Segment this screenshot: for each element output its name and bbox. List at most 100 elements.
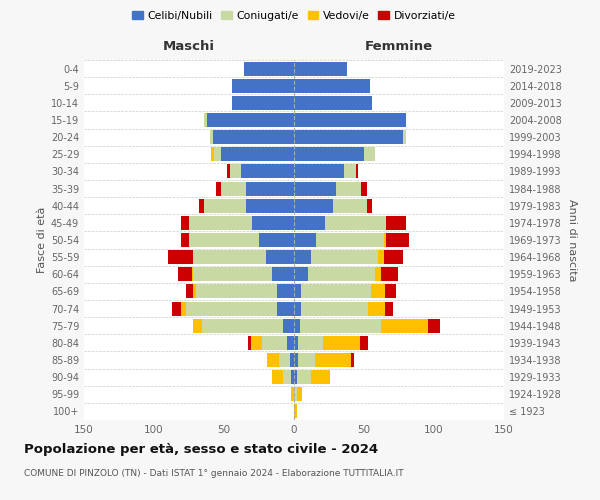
Y-axis label: Anni di nascita: Anni di nascita: [567, 198, 577, 281]
Bar: [210, 130, 213, 144]
Bar: [186, 302, 277, 316]
Bar: [232, 96, 294, 110]
Bar: [298, 353, 315, 367]
Bar: [333, 198, 367, 212]
Bar: [297, 370, 311, 384]
Bar: [215, 182, 221, 196]
Bar: [294, 353, 298, 367]
Bar: [383, 250, 403, 264]
Bar: [323, 336, 360, 350]
Bar: [199, 198, 205, 212]
Bar: [247, 182, 294, 196]
Bar: [172, 302, 181, 316]
Bar: [403, 130, 406, 144]
Text: Femmine: Femmine: [365, 40, 433, 53]
Bar: [189, 233, 259, 247]
Bar: [294, 233, 316, 247]
Bar: [248, 336, 251, 350]
Bar: [272, 370, 283, 384]
Bar: [315, 353, 352, 367]
Bar: [375, 268, 381, 281]
Bar: [294, 182, 336, 196]
Bar: [294, 336, 298, 350]
Bar: [205, 198, 247, 212]
Bar: [205, 113, 207, 127]
Bar: [298, 336, 323, 350]
Bar: [189, 216, 252, 230]
Bar: [213, 130, 294, 144]
Bar: [360, 336, 368, 350]
Bar: [186, 284, 193, 298]
Bar: [428, 318, 440, 332]
Bar: [268, 353, 278, 367]
Bar: [344, 164, 356, 178]
Bar: [192, 268, 193, 281]
Bar: [383, 233, 386, 247]
Bar: [294, 130, 403, 144]
Bar: [193, 318, 202, 332]
Bar: [301, 284, 371, 298]
Bar: [294, 388, 297, 402]
Bar: [181, 302, 186, 316]
Bar: [193, 250, 266, 264]
Bar: [386, 216, 406, 230]
Bar: [311, 250, 378, 264]
Bar: [367, 198, 373, 212]
Bar: [325, 216, 386, 230]
Bar: [287, 336, 294, 350]
Bar: [272, 268, 294, 281]
Bar: [262, 336, 287, 350]
Bar: [291, 370, 294, 384]
Bar: [299, 318, 381, 332]
Bar: [196, 284, 277, 298]
Bar: [259, 233, 294, 247]
Bar: [294, 78, 370, 92]
Bar: [294, 62, 347, 76]
Bar: [364, 148, 375, 162]
Text: Maschi: Maschi: [163, 40, 215, 53]
Y-axis label: Fasce di età: Fasce di età: [37, 207, 47, 273]
Bar: [361, 182, 367, 196]
Bar: [193, 284, 196, 298]
Bar: [214, 148, 221, 162]
Bar: [378, 250, 383, 264]
Bar: [385, 302, 394, 316]
Bar: [277, 302, 294, 316]
Bar: [356, 164, 358, 178]
Bar: [232, 78, 294, 92]
Text: COMUNE DI PINZOLO (TN) - Dati ISTAT 1° gennaio 2024 - Elaborazione TUTTITALIA.IT: COMUNE DI PINZOLO (TN) - Dati ISTAT 1° g…: [24, 469, 404, 478]
Bar: [294, 148, 364, 162]
Bar: [294, 113, 406, 127]
Bar: [316, 233, 383, 247]
Bar: [221, 182, 247, 196]
Bar: [227, 164, 230, 178]
Bar: [381, 318, 428, 332]
Bar: [386, 233, 409, 247]
Bar: [266, 250, 294, 264]
Bar: [294, 216, 325, 230]
Bar: [371, 284, 385, 298]
Bar: [301, 302, 368, 316]
Bar: [294, 198, 333, 212]
Bar: [168, 250, 193, 264]
Bar: [368, 302, 385, 316]
Bar: [385, 284, 396, 298]
Bar: [251, 336, 262, 350]
Bar: [297, 388, 302, 402]
Bar: [278, 353, 290, 367]
Bar: [252, 216, 294, 230]
Bar: [294, 404, 297, 418]
Bar: [294, 284, 301, 298]
Bar: [294, 318, 299, 332]
Bar: [181, 216, 189, 230]
Bar: [294, 96, 373, 110]
Bar: [294, 268, 308, 281]
Bar: [283, 370, 291, 384]
Bar: [336, 182, 361, 196]
Bar: [193, 268, 272, 281]
Bar: [277, 284, 294, 298]
Bar: [308, 268, 375, 281]
Bar: [207, 113, 294, 127]
Bar: [221, 148, 294, 162]
Bar: [311, 370, 331, 384]
